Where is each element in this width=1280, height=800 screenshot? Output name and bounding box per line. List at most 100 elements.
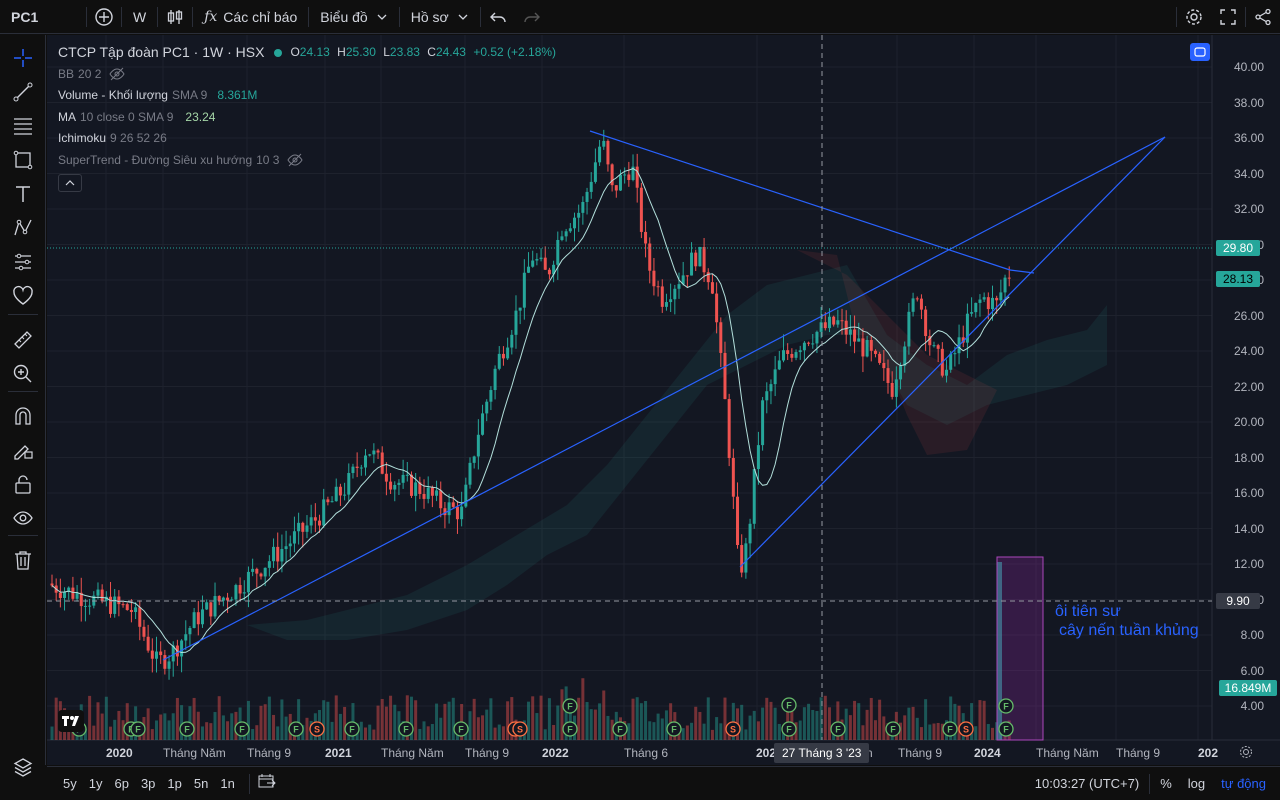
legend-collapse-button[interactable] [58,174,82,192]
volume-bar [468,711,472,740]
date-range-selector: 5y 1y 6p 3p 1p 5n 1n [47,776,241,791]
range-button-1y[interactable]: 1y [88,776,103,791]
legend-indicator-volume[interactable]: Volume - Khối lượng SMA 9 8.361M [58,88,258,102]
dividend-event-label: F [184,725,190,735]
remove-drawings-tool[interactable] [8,545,38,575]
profile-menu-button[interactable]: Hồ sơ [400,0,480,34]
candle-body [276,546,280,562]
chart-type-button[interactable] [158,0,192,34]
candle-body [911,298,915,312]
object-tree-button[interactable] [8,752,38,782]
volume-bar [560,689,564,740]
legend-indicator-ichimoku[interactable]: Ichimoku 9 26 52 26 [58,131,167,145]
candle-body [297,522,301,532]
candle-body [577,212,581,218]
measure-tool[interactable] [8,325,38,355]
compare-symbol-button[interactable] [87,0,121,34]
time-tick-label: Tháng Năm [381,746,444,760]
candle-body [109,596,113,614]
pattern-tool[interactable] [8,213,38,243]
price-chart-canvas[interactable]: FFFFFFSFFFSSFFFSFFFFSFFFF [47,35,1280,765]
chart-menu-button[interactable]: Biểu đồ [309,0,398,34]
volume-bar [217,696,221,740]
auto-scale-toggle[interactable]: tự động [1221,776,1266,791]
volume-bar [598,703,602,740]
range-button-1p[interactable]: 1p [167,776,182,791]
volume-bar [706,697,710,740]
symbol-search[interactable]: PC1 [11,8,39,25]
settings-button[interactable] [1177,0,1211,34]
zoom-tool[interactable] [8,359,38,389]
indicators-button[interactable]: ƒx Các chỉ báo [193,0,308,34]
percent-scale-toggle[interactable]: % [1160,776,1172,791]
visibility-tool[interactable] [8,503,38,533]
candle-body [610,164,614,186]
candle-body [372,450,376,455]
fib-tool[interactable] [8,111,38,141]
candle-body [309,517,313,526]
candle-body [807,342,811,344]
volume-bar [83,728,87,740]
candle-body [184,634,188,641]
auto-scale-button[interactable] [1190,43,1210,61]
legend-main-series[interactable]: CTCP Tập đoàn PC1 · 1W · HSX O24.13 H25.… [58,42,560,64]
candle-body [430,487,434,496]
magnet-tool[interactable] [8,401,38,431]
drawing-mode-tool[interactable] [8,435,38,465]
candle-body [230,599,234,601]
range-button-5y[interactable]: 5y [63,776,77,791]
candle-body [405,474,409,476]
volume-bar [397,711,401,740]
dividend-event-marker [130,721,146,737]
candle-body [974,302,978,313]
legend-indicator-ma[interactable]: MA 10 close 0 SMA 9 23.24 [58,109,216,124]
range-button-1n[interactable]: 1n [220,776,235,791]
tradingview-logo[interactable] [58,710,84,732]
axis-settings-button[interactable] [1239,745,1253,764]
range-button-6p[interactable]: 6p [114,776,129,791]
candle-body [351,466,355,474]
trendline-tool[interactable] [8,77,38,107]
volume-bar [364,727,367,740]
crosshair-tool[interactable] [8,43,38,73]
trendline-support-short [739,136,1166,568]
legend-indicator-bb[interactable]: BB 20 2 [58,64,560,86]
share-button[interactable] [1246,0,1280,34]
range-button-3p[interactable]: 3p [140,776,156,791]
volume-bar [284,716,288,740]
annotation-text-line1[interactable]: ôi tiên sư [1055,603,1121,620]
chart-pane[interactable]: FFFFFFSFFFSSFFFSFFFFSFFFF [47,35,1280,765]
volume-bar [644,700,648,740]
candle-body [736,496,740,546]
undo-button[interactable] [481,0,515,34]
fullscreen-button[interactable] [1211,0,1245,34]
redo-button[interactable] [515,0,549,34]
eye-hidden-icon[interactable] [109,67,125,81]
volume-bar [259,705,263,740]
text-tool[interactable] [8,179,38,209]
favorites-tool[interactable] [8,281,38,311]
shape-tool[interactable] [8,145,38,175]
candle-body [547,269,551,275]
candle-body [999,292,1003,301]
eye-hidden-icon[interactable] [287,153,304,167]
candle-body [263,567,267,577]
dividend-event-marker [453,721,469,737]
clock-timezone[interactable]: 10:03:27 (UTC+7) [1034,776,1140,791]
candle-body [63,591,67,598]
candle-body [827,316,831,329]
legend-indicator-supertrend[interactable]: SuperTrend - Đường Siêu xu hướng 10 3 [58,150,560,172]
lock-icon [15,475,31,494]
goto-date-button[interactable] [258,773,276,794]
candle-body [790,353,794,358]
forecast-tool[interactable] [8,247,38,277]
volume-bar [698,711,702,740]
log-scale-toggle[interactable]: log [1187,776,1206,791]
range-button-5n[interactable]: 5n [193,776,209,791]
lock-tool[interactable] [8,469,38,499]
annotation-text-line2[interactable]: cây nến tuần khủng [1059,622,1199,639]
volume-bar [777,723,781,740]
interval-button[interactable]: W [133,8,147,25]
candle-body [731,458,735,497]
dividend-event-label: F [403,725,409,735]
